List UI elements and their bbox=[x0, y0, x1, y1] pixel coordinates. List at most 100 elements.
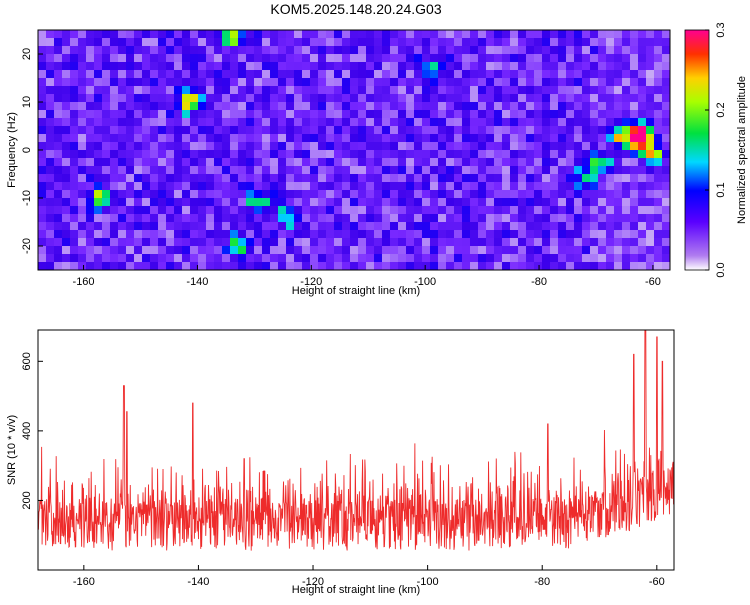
heatmap-cell bbox=[270, 150, 279, 159]
heatmap-cell bbox=[310, 246, 319, 255]
heatmap-cell bbox=[462, 126, 471, 135]
heatmap-cell bbox=[590, 86, 599, 95]
heatmap-cell bbox=[174, 190, 183, 199]
heatmap-cell bbox=[534, 190, 543, 199]
heatmap-cell bbox=[190, 222, 199, 231]
heatmap-cell bbox=[238, 126, 247, 135]
heatmap-cell bbox=[398, 190, 407, 199]
heatmap-cell bbox=[334, 142, 343, 151]
heatmap-cell bbox=[126, 190, 135, 199]
heatmap-cell bbox=[286, 206, 295, 215]
heatmap-cell bbox=[398, 174, 407, 183]
heatmap-cell bbox=[238, 198, 247, 207]
heatmap-cell bbox=[334, 134, 343, 143]
heatmap-cell bbox=[286, 238, 295, 247]
heatmap-cell bbox=[462, 94, 471, 103]
heatmap-cell bbox=[358, 134, 367, 143]
heatmap-cell bbox=[302, 126, 311, 135]
heatmap-cell bbox=[550, 206, 559, 215]
heatmap-cell bbox=[206, 254, 215, 263]
heatmap-cell bbox=[262, 214, 271, 223]
heatmap-cell bbox=[310, 110, 319, 119]
heatmap-cell bbox=[454, 158, 463, 167]
heatmap-cell bbox=[518, 102, 527, 111]
heatmap-cell bbox=[550, 30, 559, 39]
heatmap-cell bbox=[262, 102, 271, 111]
heatmap-cell bbox=[398, 214, 407, 223]
heatmap-cell bbox=[358, 198, 367, 207]
heatmap-cell bbox=[190, 142, 199, 151]
heatmap-cell bbox=[254, 62, 263, 71]
heatmap-cell bbox=[486, 150, 495, 159]
heatmap-cell bbox=[358, 174, 367, 183]
heatmap-cell bbox=[494, 214, 503, 223]
heatmap-cell bbox=[118, 110, 127, 119]
heatmap-cell bbox=[574, 70, 583, 79]
heatmap-cell bbox=[126, 214, 135, 223]
heatmap-cell bbox=[278, 158, 287, 167]
heatmap-cell bbox=[374, 166, 383, 175]
heatmap-cell bbox=[470, 70, 479, 79]
heatmap-cell bbox=[534, 230, 543, 239]
heatmap-cell bbox=[206, 134, 215, 143]
heatmap-cell bbox=[286, 166, 295, 175]
heatmap-cell bbox=[358, 150, 367, 159]
heatmap-cell bbox=[38, 78, 47, 87]
heatmap-cell bbox=[166, 30, 175, 39]
heatmap-cell bbox=[398, 110, 407, 119]
heatmap-cell bbox=[382, 46, 391, 55]
heatmap-cell bbox=[614, 254, 623, 263]
heatmap-cell bbox=[158, 70, 167, 79]
heatmap-cell bbox=[310, 238, 319, 247]
heatmap-cell bbox=[294, 102, 303, 111]
heatmap-cell bbox=[638, 214, 647, 223]
heatmap-cell bbox=[470, 246, 479, 255]
heatmap-cell bbox=[430, 190, 439, 199]
heatmap-cell bbox=[654, 150, 663, 159]
heatmap-cell bbox=[142, 238, 151, 247]
heatmap-cell bbox=[646, 230, 655, 239]
heatmap-cell bbox=[134, 150, 143, 159]
heatmap-cell bbox=[502, 174, 511, 183]
heatmap-cell bbox=[438, 134, 447, 143]
heatmap-cell bbox=[94, 86, 103, 95]
snr-frame bbox=[37, 329, 675, 571]
heatmap-cell bbox=[382, 222, 391, 231]
heatmap-cell bbox=[342, 70, 351, 79]
heatmap-cell bbox=[518, 182, 527, 191]
heatmap-cell bbox=[318, 54, 327, 63]
heatmap-cell bbox=[462, 190, 471, 199]
heatmap-cell bbox=[302, 70, 311, 79]
heatmap-cell bbox=[662, 102, 670, 111]
heatmap-cell bbox=[166, 70, 175, 79]
heatmap-cell bbox=[318, 86, 327, 95]
heatmap-cell bbox=[166, 190, 175, 199]
heatmap-cell bbox=[238, 150, 247, 159]
heatmap-cell bbox=[262, 246, 271, 255]
heatmap-cell bbox=[350, 94, 359, 103]
heatmap-cell bbox=[462, 246, 471, 255]
heatmap-cell bbox=[38, 126, 47, 135]
heatmap-cell bbox=[414, 150, 423, 159]
heatmap-cell bbox=[110, 94, 119, 103]
heatmap-cell bbox=[622, 30, 631, 39]
heatmap-cell bbox=[118, 190, 127, 199]
heatmap-cell bbox=[654, 142, 663, 151]
heatmap-cell bbox=[414, 118, 423, 127]
heatmap-cell bbox=[294, 78, 303, 87]
heatmap-cell bbox=[630, 30, 639, 39]
heatmap-cell bbox=[126, 134, 135, 143]
heatmap-cell bbox=[214, 94, 223, 103]
heatmap-cell bbox=[310, 134, 319, 143]
heatmap-cell bbox=[70, 142, 79, 151]
heatmap-cell bbox=[206, 262, 215, 270]
heatmap-cell bbox=[470, 182, 479, 191]
heatmap-cell bbox=[574, 150, 583, 159]
heatmap-cell bbox=[286, 262, 295, 270]
heatmap-cell bbox=[654, 102, 663, 111]
heatmap-cell bbox=[574, 110, 583, 119]
heatmap-cell bbox=[646, 30, 655, 39]
heatmap-cell bbox=[302, 158, 311, 167]
heatmap-cell bbox=[198, 94, 207, 103]
heatmap-cell bbox=[78, 174, 87, 183]
